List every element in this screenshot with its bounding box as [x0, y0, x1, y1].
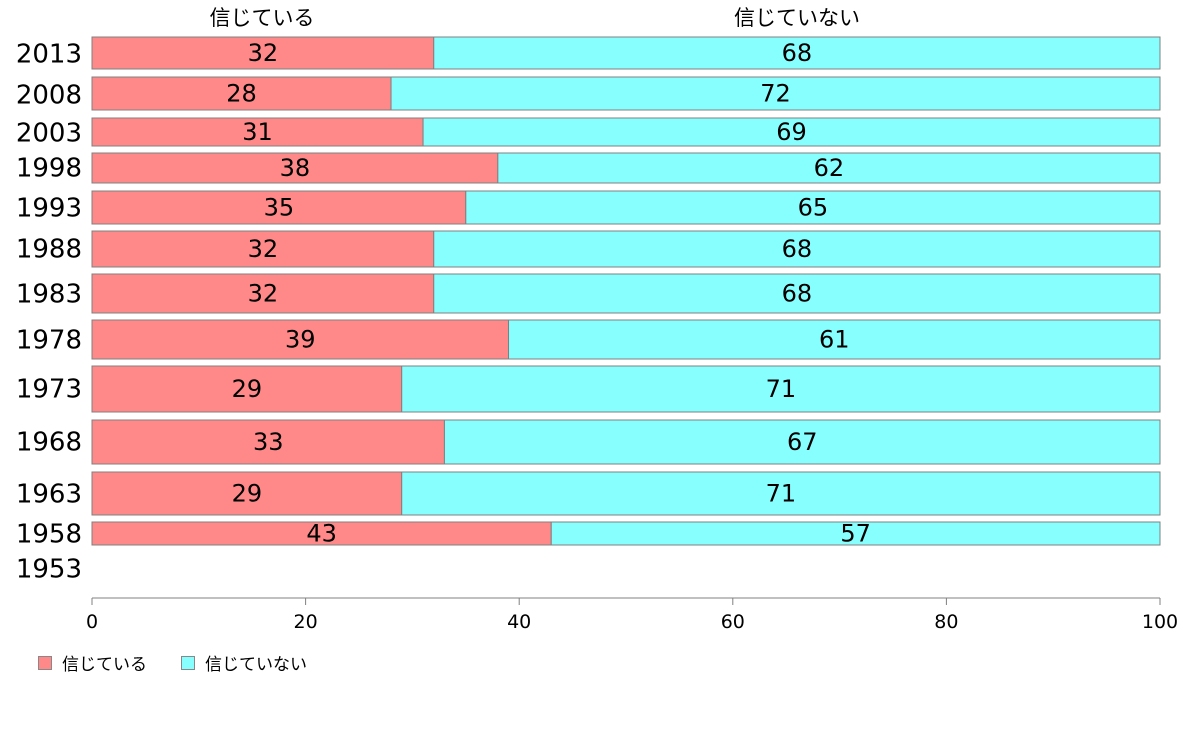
bar-segment-not-believe [465, 190, 1161, 225]
legend-item-not-believe: 信じていない [181, 650, 307, 675]
x-tick-label: 60 [721, 611, 745, 633]
column-header-0: 信じている [210, 6, 315, 30]
bar-value-label: 43 [306, 520, 337, 548]
x-tick-label: 100 [1142, 611, 1178, 633]
bar-segment-not-believe [508, 319, 1161, 360]
legend-label-believe: 信じている [62, 655, 147, 675]
bar-segment-not-believe [401, 471, 1161, 516]
category-label: 1978 [16, 326, 82, 356]
bar-value-label: 31 [242, 118, 273, 146]
bar-value-label: 68 [782, 235, 813, 263]
x-tick-label: 80 [934, 611, 958, 633]
bar-segment-believe [91, 117, 424, 147]
column-header-1: 信じていない [734, 6, 860, 30]
bar-segment-believe [91, 152, 499, 184]
bar-value-label: 33 [253, 428, 284, 456]
bar-segment-not-believe [433, 230, 1161, 268]
bar-value-label: 71 [766, 480, 797, 508]
bar-value-label: 32 [248, 39, 279, 67]
bar-value-label: 32 [248, 235, 279, 263]
bar-value-label: 28 [226, 80, 257, 108]
legend-item-believe: 信じている [38, 650, 147, 675]
bar-segment-not-believe [433, 273, 1161, 314]
bar-value-label: 38 [280, 154, 311, 182]
bar-segment-believe [91, 273, 435, 314]
bar-segment-believe [91, 76, 392, 111]
bar-value-label: 61 [819, 326, 850, 354]
bar-value-label: 29 [232, 480, 263, 508]
category-label: 1988 [16, 235, 82, 265]
category-label: 2013 [16, 40, 82, 70]
bar-value-label: 67 [787, 428, 818, 456]
bar-segment-not-believe [443, 419, 1161, 465]
bar-value-label: 32 [248, 280, 279, 308]
bar-value-label: 62 [814, 154, 845, 182]
bar-value-label: 69 [776, 118, 807, 146]
bar-value-label: 72 [760, 80, 791, 108]
legend-swatch-believe [38, 655, 52, 670]
bar-value-label: 68 [782, 280, 813, 308]
x-tick-label: 0 [86, 611, 98, 633]
bar-value-label: 68 [782, 39, 813, 67]
legend-swatch-not-believe [181, 655, 195, 670]
category-label: 1983 [16, 280, 82, 310]
category-label: 2008 [16, 81, 82, 111]
category-label: 1993 [16, 194, 82, 224]
bar-segment-not-believe [401, 365, 1161, 413]
bar-segment-not-believe [550, 521, 1161, 546]
bar-segment-believe [91, 36, 435, 70]
legend-label-not-believe: 信じていない [205, 655, 307, 675]
bar-value-label: 29 [232, 375, 263, 403]
bar-segment-believe [91, 190, 467, 225]
bar-segment-not-believe [433, 36, 1161, 70]
bar-segment-not-believe [422, 117, 1161, 147]
bar-segment-believe [91, 365, 403, 413]
bar-value-label: 65 [798, 194, 829, 222]
category-label: 1968 [16, 428, 82, 458]
bar-value-label: 35 [264, 194, 295, 222]
bar-segment-believe [91, 471, 403, 516]
category-label: 2003 [16, 119, 82, 149]
category-label: 1958 [16, 520, 82, 550]
bar-value-label: 57 [840, 520, 871, 548]
bar-value-label: 71 [766, 375, 797, 403]
category-label: 1973 [16, 375, 82, 405]
bar-segment-not-believe [390, 76, 1161, 111]
category-label: 1953 [16, 555, 82, 585]
bar-segment-not-believe [497, 152, 1161, 184]
category-label: 1963 [16, 480, 82, 510]
x-tick-label: 20 [294, 611, 318, 633]
category-label: 1998 [16, 154, 82, 184]
x-tick-label: 40 [507, 611, 531, 633]
bar-segment-believe [91, 419, 445, 465]
bar-value-label: 39 [285, 326, 316, 354]
legend: 信じている 信じていない [38, 650, 307, 675]
